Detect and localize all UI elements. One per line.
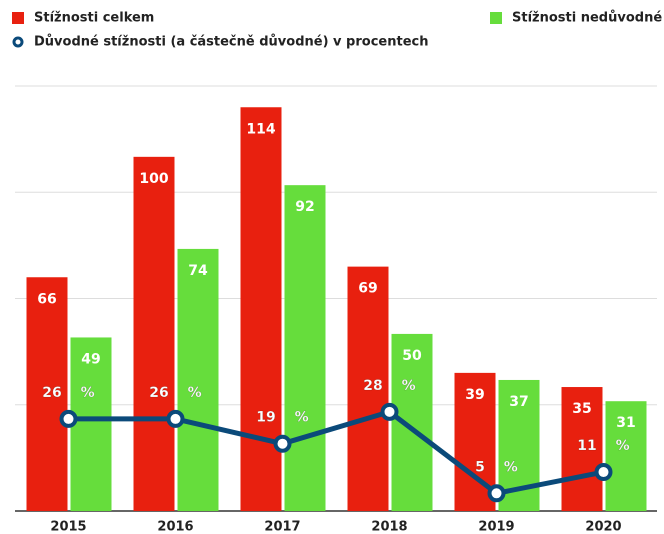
- line-marker: [487, 484, 506, 503]
- bar-value-label: 100: [139, 171, 168, 187]
- line-marker: [594, 463, 613, 482]
- line-marker: [380, 402, 399, 421]
- line-marker: [273, 434, 292, 453]
- legend-label: Důvodné stížnosti (a částečně důvodné) v…: [34, 35, 428, 50]
- line-marker: [59, 409, 78, 428]
- legend-swatch: [12, 12, 24, 24]
- line: [68, 409, 604, 496]
- bar: [561, 387, 603, 511]
- bar-value-label: 92: [295, 199, 314, 215]
- line-value-label: 19 %: [256, 410, 308, 426]
- x-tick-label: 2015: [50, 520, 86, 534]
- bar: [133, 156, 175, 512]
- line-value-label: 11 %: [577, 438, 629, 454]
- line-marker: [166, 409, 185, 428]
- x-tick-label: 2017: [264, 520, 300, 534]
- bar-value-label: 114: [246, 121, 275, 137]
- bar: [347, 266, 389, 511]
- bar: [26, 277, 68, 511]
- bar-value-label: 50: [402, 348, 422, 364]
- bar-value-label: 35: [572, 401, 591, 417]
- legend-marker: [12, 36, 24, 48]
- x-tick-label: 2016: [157, 520, 193, 534]
- bar: [391, 333, 433, 511]
- bar: [177, 248, 219, 511]
- line-value-label: 26 %: [42, 385, 94, 401]
- x-tick-label: 2020: [585, 520, 621, 534]
- line-value-label: 26 %: [149, 385, 201, 401]
- bar-value-label: 49: [81, 351, 100, 367]
- bar-value-label: 69: [358, 281, 377, 297]
- legend-label: Stížnosti nedůvodné: [512, 11, 662, 26]
- x-tick-label: 2018: [371, 520, 407, 534]
- bar: [240, 107, 282, 511]
- bar: [284, 185, 326, 511]
- bar-value-label: 31: [616, 415, 635, 431]
- bar-value-label: 74: [188, 263, 208, 279]
- bar: [70, 337, 112, 511]
- line-value-label: 5 %: [475, 459, 518, 475]
- bar-value-label: 66: [37, 291, 56, 307]
- x-tick-label: 2019: [478, 520, 514, 534]
- bar: [605, 401, 647, 511]
- bar-value-label: 37: [509, 394, 528, 410]
- legend-swatch: [490, 12, 502, 24]
- line-value-label: 28 %: [363, 378, 415, 394]
- bar-value-label: 39: [465, 387, 484, 403]
- legend-label: Stížnosti celkem: [34, 11, 154, 26]
